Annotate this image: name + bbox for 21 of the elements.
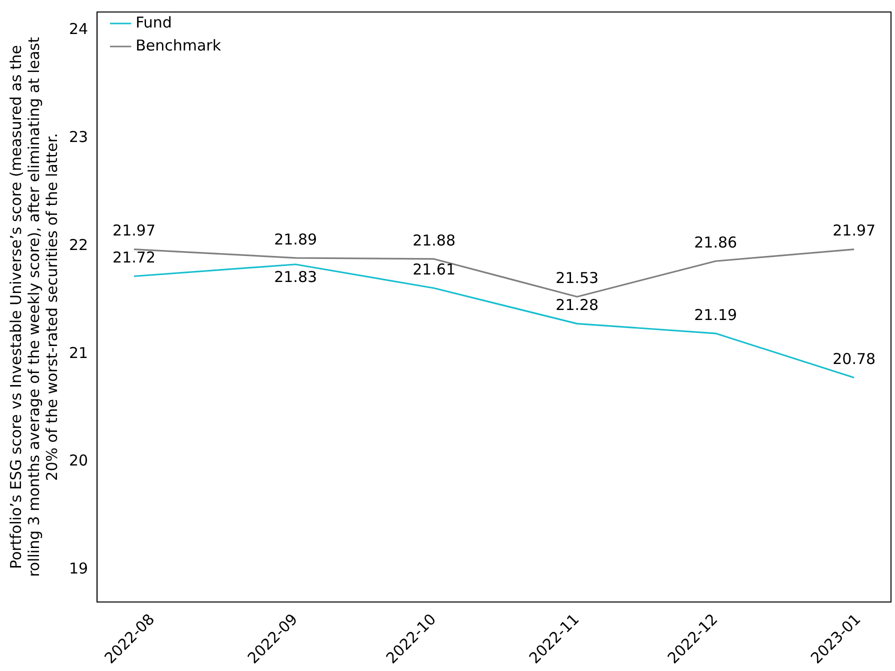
data-label: 21.72 <box>112 248 156 267</box>
y-tick-label: 23 <box>68 128 88 146</box>
y-tick-label: 20 <box>68 452 88 470</box>
y-tick-label: 19 <box>68 559 88 578</box>
data-label: 21.19 <box>694 306 738 324</box>
data-label: 21.89 <box>274 230 318 248</box>
data-label: 21.86 <box>694 234 738 252</box>
data-label: 20.78 <box>832 350 876 368</box>
data-label: 21.97 <box>832 222 876 240</box>
data-label: 21.28 <box>556 296 599 314</box>
legend-label: Benchmark <box>136 36 222 54</box>
y-tick-label: 22 <box>68 236 88 254</box>
data-label: 21.88 <box>412 231 456 250</box>
y-tick-label: 21 <box>68 344 88 362</box>
data-label: 21.53 <box>556 269 599 288</box>
y-axis-title: Portfolio’s ESG score vs Investable Universe’s score (measured as the rolling 3 months average of the weekly score), after eliminating at least 20% of the worst-rated securities of the latter. <box>6 36 61 577</box>
y-tick-label: 24 <box>68 20 88 38</box>
data-label: 21.61 <box>412 260 456 278</box>
data-label: 21.97 <box>112 222 156 240</box>
legend-label: Fund <box>136 13 172 32</box>
data-label: 21.83 <box>274 268 318 286</box>
